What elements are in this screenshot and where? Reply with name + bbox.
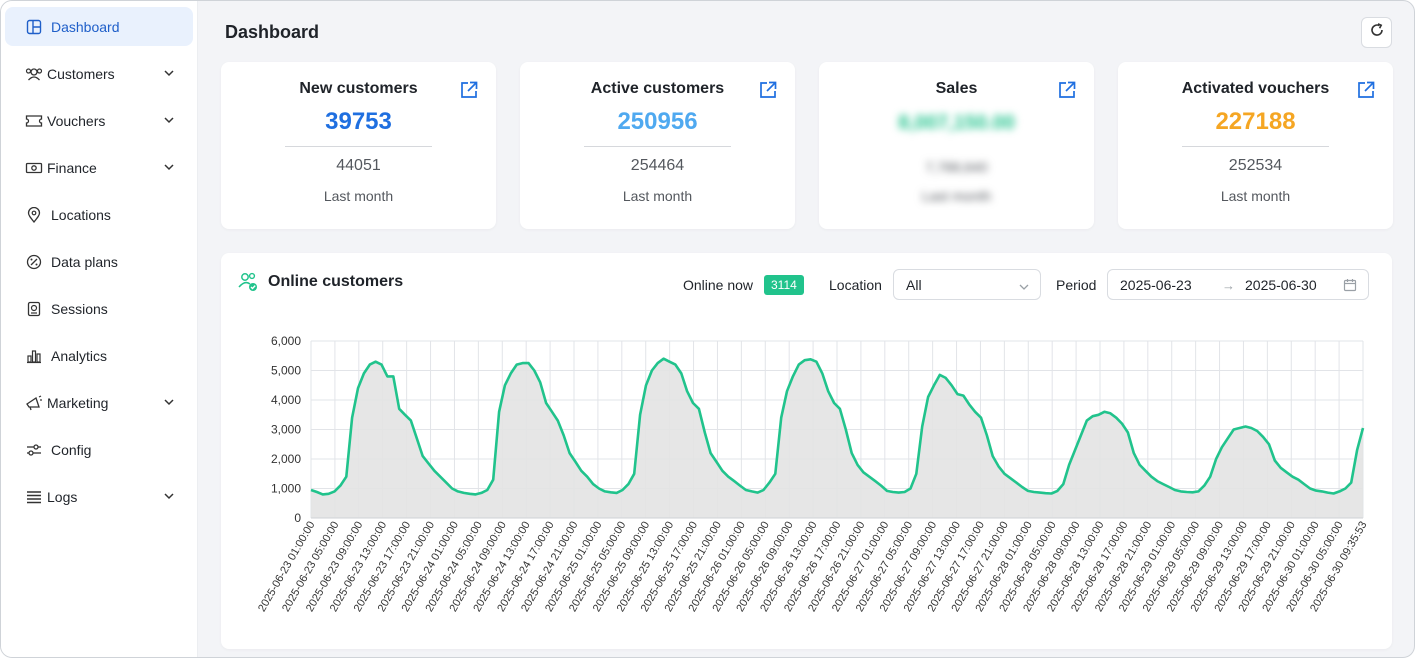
series-line <box>310 357 1365 496</box>
card-period-label: Last month <box>323 188 394 204</box>
sidebar-item-customers[interactable]: Customers <box>5 54 193 93</box>
location-label: Location <box>829 277 882 293</box>
y-tick-label: 4,000 <box>271 393 301 407</box>
period-end-input[interactable]: 2025-06-30 <box>1245 277 1317 293</box>
money-icon <box>25 159 43 177</box>
online-customers-chart: 01,0002,0003,0004,0005,0006,0002025-06-2… <box>256 334 1369 614</box>
online-now-badge: 3114 <box>764 275 804 295</box>
sidebar-item-label: Customers <box>47 65 115 82</box>
external-link-icon[interactable] <box>1356 80 1376 100</box>
megaphone-icon <box>25 394 43 412</box>
sidebar-item-analytics[interactable]: Analytics <box>5 336 193 375</box>
percent-icon <box>25 253 43 271</box>
online-customers-panel: Online customers Online now 3114 Locatio… <box>221 253 1392 649</box>
card-previous-value: 252534 <box>1228 157 1283 174</box>
sidebar-item-label: Logs <box>47 488 78 505</box>
sidebar-item-finance[interactable]: Finance <box>5 148 193 187</box>
sidebar-item-label: Dashboard <box>51 18 120 35</box>
card-title: Sales <box>935 80 978 97</box>
sidebar-item-logs[interactable]: Logs <box>5 477 193 516</box>
chevron-down-icon <box>163 396 175 408</box>
list-icon <box>25 488 43 506</box>
sidebar-item-label: Data plans <box>51 253 118 270</box>
sidebar-item-config[interactable]: Config <box>5 430 193 469</box>
card-previous-value: 44051 <box>336 157 381 174</box>
refresh-button[interactable] <box>1361 17 1392 48</box>
y-tick-label: 5,000 <box>271 364 301 378</box>
card-value: 250956 <box>617 108 698 135</box>
card-title: Activated vouchers <box>1181 80 1330 97</box>
customers-icon <box>25 65 43 83</box>
stat-card-active-customers: Active customers 250956 254464 Last mont… <box>520 62 795 229</box>
y-tick-label: 6,000 <box>271 334 301 348</box>
card-previous-value: 254464 <box>630 157 685 174</box>
card-period-label: Last month <box>1220 188 1291 204</box>
main-content: Dashboard New customers 39753 44051 Last… <box>199 1 1414 657</box>
y-tick-label: 1,000 <box>271 482 301 496</box>
external-link-icon[interactable] <box>459 80 479 100</box>
refresh-icon <box>1369 22 1385 43</box>
y-tick-label: 0 <box>294 511 301 525</box>
sidebar-item-label: Sessions <box>51 300 108 317</box>
divider <box>285 146 432 147</box>
divider <box>584 146 731 147</box>
panel-title: Online customers <box>268 273 404 290</box>
y-tick-label: 3,000 <box>271 423 301 437</box>
sessions-icon <box>25 300 43 318</box>
period-range-picker[interactable]: 2025-06-23 → 2025-06-30 <box>1107 269 1369 300</box>
sidebar-item-label: Marketing <box>47 394 109 411</box>
card-title: Active customers <box>590 80 725 97</box>
period-start-input[interactable]: 2025-06-23 <box>1120 277 1192 293</box>
chevron-down-icon <box>163 161 175 173</box>
chevron-down-icon <box>163 490 175 502</box>
sidebar-item-sessions[interactable]: Sessions <box>5 289 193 328</box>
sidebar-item-label: Vouchers <box>47 112 106 129</box>
ticket-icon <box>25 112 43 130</box>
chevron-down-icon <box>1018 280 1030 292</box>
external-link-icon[interactable] <box>758 80 778 100</box>
y-tick-label: 2,000 <box>271 452 301 466</box>
stat-card-activated-vouchers: Activated vouchers 227188 252534 Last mo… <box>1118 62 1393 229</box>
card-value: 8,007,150.00 <box>898 112 1015 134</box>
card-period-label: Last month <box>622 188 693 204</box>
sidebar-item-label: Locations <box>51 206 111 223</box>
sidebar-item-label: Finance <box>47 159 97 176</box>
card-period-label: Last month <box>921 188 992 204</box>
sliders-icon <box>25 441 43 459</box>
sidebar-item-label: Config <box>51 441 92 458</box>
sidebar-item-dashboard[interactable]: Dashboard <box>5 7 193 46</box>
page-title: Dashboard <box>225 22 320 42</box>
location-value: All <box>906 277 922 293</box>
stat-card-new-customers: New customers 39753 44051 Last month <box>221 62 496 229</box>
series-area <box>311 358 1363 518</box>
sidebar-item-vouchers[interactable]: Vouchers <box>5 101 193 140</box>
card-previous-value: 7,788,640 <box>925 159 988 175</box>
sidebar-item-data-plans[interactable]: Data plans <box>5 242 193 281</box>
sidebar-item-marketing[interactable]: Marketing <box>5 383 193 422</box>
location-select[interactable]: All <box>893 269 1041 300</box>
chevron-down-icon <box>163 67 175 79</box>
card-value: 39753 <box>325 108 392 135</box>
sidebar: Dashboard Customers Vouchers Finance <box>1 1 198 657</box>
calendar-icon <box>1343 278 1357 292</box>
external-link-icon[interactable] <box>1057 80 1077 100</box>
stat-card-sales: Sales 8,007,150.00 7,788,640 Last month <box>819 62 1094 229</box>
card-value: 227188 <box>1215 108 1296 135</box>
divider <box>1182 146 1329 147</box>
users-online-icon <box>237 271 259 293</box>
sidebar-item-label: Analytics <box>51 347 108 364</box>
online-now-label: Online now <box>683 277 754 293</box>
chevron-down-icon <box>163 114 175 126</box>
bar-chart-icon <box>25 347 43 365</box>
card-title: New customers <box>299 80 418 97</box>
location-pin-icon <box>25 206 43 224</box>
dashboard-icon <box>25 18 43 36</box>
period-label: Period <box>1056 277 1097 293</box>
sidebar-item-locations[interactable]: Locations <box>5 195 193 234</box>
arrow-right-icon: → <box>1222 278 1235 293</box>
